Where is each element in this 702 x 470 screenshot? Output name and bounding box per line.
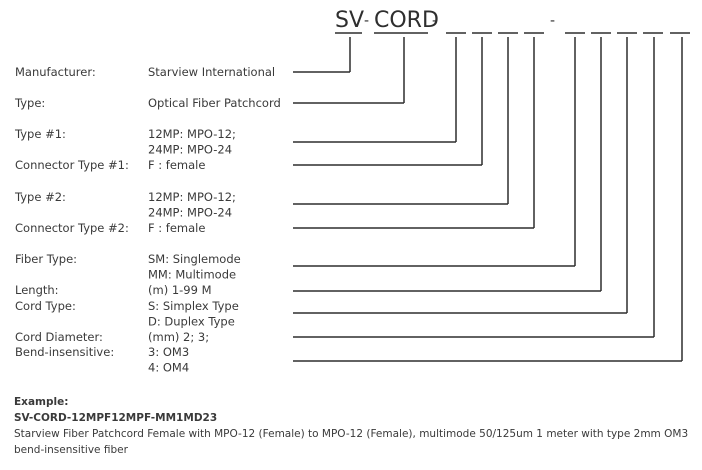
row-value: 12MP: MPO-12; [148,190,236,204]
row-value: 3: OM3 [148,345,189,359]
row-value: F : female [148,158,205,172]
row-value: 24MP: MPO-24 [148,143,232,157]
code-separator: - [364,13,369,29]
row-label: Type #1: [14,127,66,141]
example-block: Example: SV-CORD-12MPF12MPF-MM1MD23 Star… [14,394,694,458]
row-label: Fiber Type: [15,252,77,266]
row-label: Manufacturer: [15,65,96,79]
row-value: S: Simplex Type [148,299,239,313]
code-separator: - [550,13,555,29]
example-title: Example: [14,396,69,408]
row-label: Connector Type #2: [15,221,129,235]
example-code: SV-CORD-12MPF12MPF-MM1MD23 [14,412,218,424]
row-value: Starview International [148,65,275,79]
row-value: SM: Singlemode [148,252,241,266]
row-value: 24MP: MPO-24 [148,206,232,220]
row-value: MM: Multimode [148,268,236,282]
code-model: CORD [374,8,439,33]
row-label: Bend-insensitive: [15,345,114,359]
code-separator: - [432,13,437,29]
part-number-diagram: SV - CORD- -Manufacturer: Starview Internati… [14,8,690,375]
example-description: Starview Fiber Patchcord Female with MPO… [14,428,689,456]
row-value: F : female [148,221,205,235]
code-brand: SV [335,8,364,33]
row-label: Length: [15,283,59,297]
row-label: Type #2: [14,190,66,204]
row-label: Cord Diameter: [15,330,103,344]
row-value: D: Duplex Type [148,315,235,329]
row-value: (mm) 2; 3; [148,330,209,344]
row-value: Optical Fiber Patchcord [148,96,281,110]
row-value: 4: OM4 [148,361,189,375]
row-label: Cord Type: [15,299,76,313]
row-label: Connector Type #1: [15,158,129,172]
row-value: (m) 1-99 M [148,283,212,297]
row-value: 12MP: MPO-12; [148,127,236,141]
row-label: Type: [14,96,45,110]
